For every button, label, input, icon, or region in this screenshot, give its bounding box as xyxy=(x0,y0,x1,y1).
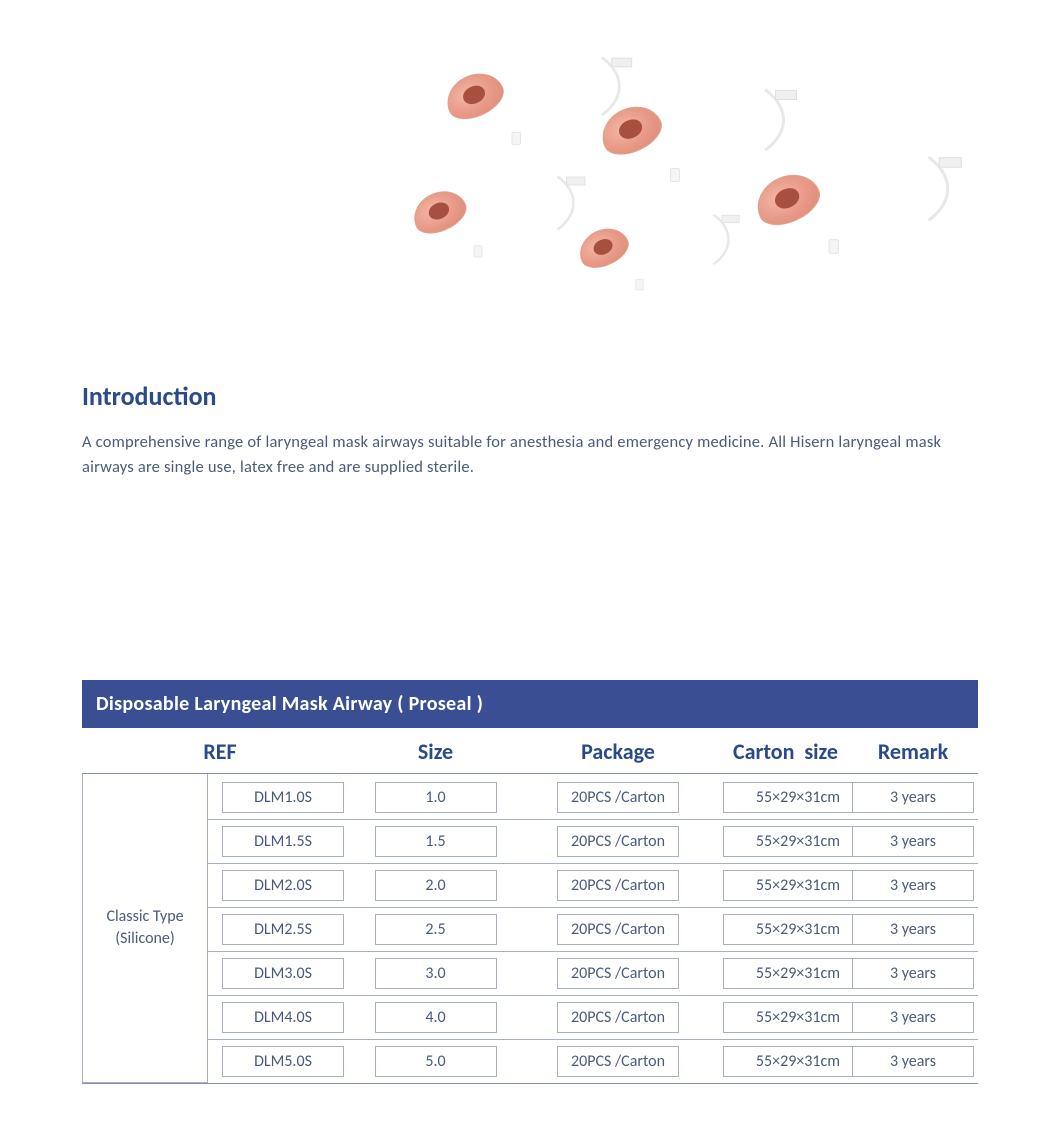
cell-remark: 3 years xyxy=(852,958,974,989)
cell-remark: 3 years xyxy=(852,782,974,813)
table-row: DLM2.5S 2.5 20PCS /Carton 55×29×31cm3 years xyxy=(208,908,978,952)
table-row: DLM5.0S 5.0 20PCS /Carton 55×29×31cm3 years xyxy=(208,1040,978,1083)
laryngeal-mask-illustration xyxy=(578,215,742,305)
table-row: DLM3.0S 3.0 20PCS /Carton 55×29×31cm3 years xyxy=(208,952,978,996)
laryngeal-mask-illustration xyxy=(412,177,588,274)
cell-remark: 3 years xyxy=(852,1046,974,1077)
type-cell: Classic Type (Silicone) xyxy=(82,774,208,1083)
col-header-package: Package xyxy=(513,738,723,765)
cell-size: 3.0 xyxy=(375,958,497,989)
cell-ref: DLM4.0S xyxy=(222,1002,344,1033)
cell-remark: 3 years xyxy=(852,1002,974,1033)
cell-package: 20PCS /Carton xyxy=(557,826,679,857)
type-line2: (Silicone) xyxy=(115,928,175,950)
cell-size: 2.0 xyxy=(375,870,497,901)
cell-size: 1.0 xyxy=(375,782,497,813)
cell-carton: 55×29×31cm xyxy=(723,782,873,813)
cell-ref: DLM5.0S xyxy=(222,1046,344,1077)
cell-size: 1.5 xyxy=(375,826,497,857)
type-line1: Classic Type xyxy=(106,906,183,928)
cell-ref: DLM1.5S xyxy=(222,826,344,857)
cell-size: 4.0 xyxy=(375,1002,497,1033)
cell-carton: 55×29×31cm xyxy=(723,870,873,901)
cell-carton: 55×29×31cm xyxy=(723,1002,873,1033)
cell-package: 20PCS /Carton xyxy=(557,1046,679,1077)
cell-remark: 3 years xyxy=(852,914,974,945)
table-row: DLM1.0S 1.0 20PCS /Carton 55×29×31cm3 years xyxy=(208,776,978,820)
cell-ref: DLM3.0S xyxy=(222,958,344,989)
table-row: DLM1.5S 1.5 20PCS /Carton 55×29×31cm3 years xyxy=(208,820,978,864)
cell-package: 20PCS /Carton xyxy=(557,870,679,901)
cell-size: 5.0 xyxy=(375,1046,497,1077)
cell-remark: 3 years xyxy=(852,870,974,901)
cell-ref: DLM2.5S xyxy=(222,914,344,945)
cell-size: 2.5 xyxy=(375,914,497,945)
cell-carton: 55×29×31cm xyxy=(723,826,873,857)
cell-carton: 55×29×31cm xyxy=(723,1046,873,1077)
intro-heading: Introduction xyxy=(82,380,978,412)
spec-table: Disposable Laryngeal Mask Airway ( Prose… xyxy=(82,680,978,1084)
col-header-remark: Remark xyxy=(848,738,978,765)
cell-carton: 55×29×31cm xyxy=(723,958,873,989)
cell-package: 20PCS /Carton xyxy=(557,914,679,945)
col-header-carton: Carton size xyxy=(723,738,848,765)
cell-package: 20PCS /Carton xyxy=(557,1002,679,1033)
cell-ref: DLM2.0S xyxy=(222,870,344,901)
table-row: DLM2.0S 2.0 20PCS /Carton 55×29×31cm3 years xyxy=(208,864,978,908)
table-header-row: REF Size Package Carton size Remark xyxy=(82,728,978,774)
table-title: Disposable Laryngeal Mask Airway ( Prose… xyxy=(82,680,978,728)
cell-ref: DLM1.0S xyxy=(222,782,344,813)
intro-text: A comprehensive range of laryngeal mask … xyxy=(82,430,978,480)
col-header-ref: REF xyxy=(82,738,358,765)
cell-package: 20PCS /Carton xyxy=(557,958,679,989)
cell-package: 20PCS /Carton xyxy=(557,782,679,813)
table-body: Classic Type (Silicone) DLM1.0S 1.0 20PCS … xyxy=(82,774,978,1084)
product-image xyxy=(230,20,830,340)
cell-remark: 3 years xyxy=(852,826,974,857)
cell-carton: 55×29×31cm xyxy=(723,914,873,945)
laryngeal-mask-illustration xyxy=(755,157,965,273)
col-header-size: Size xyxy=(358,738,513,765)
table-row: DLM4.0S 4.0 20PCS /Carton 55×29×31cm3 years xyxy=(208,996,978,1040)
